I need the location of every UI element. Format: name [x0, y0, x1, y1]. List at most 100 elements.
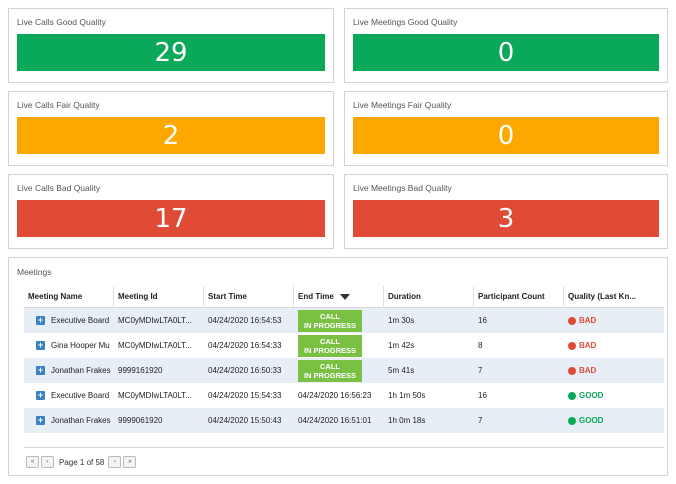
column-header-meeting-id[interactable]: Meeting Id	[114, 285, 204, 308]
expand-icon[interactable]: +	[36, 316, 45, 325]
start-time: 04/24/2020 15:50:43	[208, 416, 282, 425]
column-header-participant-count[interactable]: Participant Count	[474, 285, 564, 308]
sort-descending-icon[interactable]	[339, 293, 350, 300]
expand-icon[interactable]: +	[36, 391, 45, 400]
tile-live-calls-bad: Live Calls Bad Quality 17	[8, 174, 334, 249]
table-row[interactable]: + Executive Board MC0yMDIwLTA0LT... 04/24/2…	[24, 383, 664, 408]
meeting-id: MC0yMDIwLTA0LT...	[118, 341, 192, 350]
column-header-label: End Time	[298, 292, 334, 301]
end-time-cell: CALL IN PROGRESS	[294, 309, 384, 332]
badge-line: IN PROGRESS	[303, 370, 357, 380]
badge-line: CALL	[320, 311, 340, 321]
duration: 1h 1m 50s	[388, 391, 426, 400]
meeting-id: 9999061920	[118, 416, 163, 425]
previous-page-icon[interactable]: ‹	[41, 456, 54, 468]
badge-line: CALL	[320, 336, 340, 346]
column-header-end-time[interactable]: End Time	[294, 285, 384, 308]
call-in-progress-badge: CALL IN PROGRESS	[298, 309, 362, 332]
expand-icon[interactable]: +	[36, 341, 45, 350]
quality-cell: GOOD	[564, 391, 664, 400]
quality-label: GOOD	[579, 416, 604, 425]
meeting-id: MC0yMDIwLTA0LT...	[118, 316, 192, 325]
panel-title: Meetings	[17, 267, 52, 277]
status-dot-icon	[568, 341, 576, 350]
quality-cell: GOOD	[564, 416, 664, 425]
first-page-icon[interactable]: «	[26, 456, 39, 468]
tile-title: Live Calls Fair Quality	[17, 100, 100, 110]
start-time: 04/24/2020 16:54:33	[208, 341, 282, 350]
tile-value[interactable]: 3	[353, 200, 659, 237]
meeting-name-cell: + Gina Hooper Mu	[24, 341, 114, 350]
quality-status: BAD	[568, 341, 664, 350]
meeting-name: Executive Board	[51, 391, 110, 400]
meeting-name: Jonathan Frakes	[51, 416, 111, 425]
expand-icon[interactable]: +	[36, 366, 45, 375]
tile-value[interactable]: 0	[353, 34, 659, 71]
participant-count: 7	[478, 416, 483, 425]
duration: 1m 30s	[388, 316, 415, 325]
badge-line: IN PROGRESS	[303, 345, 357, 355]
start-time: 04/24/2020 16:54:53	[208, 316, 282, 325]
meetings-panel: Meetings Meeting Name Meeting Id Start T…	[8, 257, 668, 476]
quality-cell: BAD	[564, 316, 664, 325]
table-row[interactable]: + Executive Board MC0yMDIwLTA0LT... 04/24/2…	[24, 308, 664, 333]
call-in-progress-badge: CALL IN PROGRESS	[298, 359, 362, 382]
end-time-cell: CALL IN PROGRESS	[294, 359, 384, 382]
tile-title: Live Calls Good Quality	[17, 17, 106, 27]
quality-label: GOOD	[579, 391, 604, 400]
column-header-quality[interactable]: Quality (Last Kn...	[568, 292, 637, 301]
tile-title: Live Meetings Bad Quality	[353, 183, 452, 193]
participant-count: 7	[478, 366, 483, 375]
quality-label: BAD	[579, 316, 597, 325]
tile-value[interactable]: 2	[17, 117, 325, 154]
meeting-name-cell: + Jonathan Frakes	[24, 416, 114, 425]
meeting-id: MC0yMDIwLTA0LT...	[118, 391, 192, 400]
status-dot-icon	[568, 416, 576, 425]
start-time: 04/24/2020 15:54:33	[208, 391, 282, 400]
quality-cell: BAD	[564, 341, 664, 350]
table-row[interactable]: + Jonathan Frakes 9999061920 04/24/2020 15:…	[24, 408, 664, 433]
end-time: 04/24/2020 16:56:23	[298, 391, 372, 400]
participant-count: 8	[478, 341, 483, 350]
duration: 1m 42s	[388, 341, 415, 350]
table-header: Meeting Name Meeting Id Start Time End T…	[24, 285, 664, 308]
tile-title: Live Meetings Good Quality	[353, 17, 458, 27]
column-header-meeting-name[interactable]: Meeting Name	[24, 285, 114, 308]
badge-line: IN PROGRESS	[303, 320, 357, 330]
next-page-icon[interactable]: ›	[108, 456, 122, 468]
pagination: « ‹ Page 1 of 58 › »	[26, 456, 138, 468]
participant-count: 16	[478, 391, 487, 400]
tile-live-calls-good: Live Calls Good Quality 29	[8, 8, 334, 83]
status-dot-icon	[568, 316, 576, 325]
tile-value[interactable]: 0	[353, 117, 659, 154]
tile-title: Live Meetings Fair Quality	[353, 100, 452, 110]
tile-live-meetings-good: Live Meetings Good Quality 0	[344, 8, 668, 83]
quality-status: GOOD	[568, 391, 664, 400]
meeting-name: Jonathan Frakes	[51, 366, 111, 375]
quality-status: BAD	[568, 316, 664, 325]
column-header-duration[interactable]: Duration	[384, 285, 474, 308]
badge-line: CALL	[320, 361, 340, 371]
duration: 1h 0m 18s	[388, 416, 426, 425]
table-row[interactable]: + Gina Hooper Mu MC0yMDIwLTA0LT... 04/24/20…	[24, 333, 664, 358]
quality-label: BAD	[579, 366, 597, 375]
quality-status: GOOD	[568, 416, 664, 425]
duration: 5m 41s	[388, 366, 415, 375]
quality-label: BAD	[579, 341, 597, 350]
tile-value[interactable]: 29	[17, 34, 325, 71]
status-dot-icon	[568, 391, 576, 400]
meeting-name: Gina Hooper Mu	[51, 341, 110, 350]
column-header-start-time[interactable]: Start Time	[204, 285, 294, 308]
table-row[interactable]: + Jonathan Frakes 9999161920 04/24/2020 16:…	[24, 358, 664, 383]
expand-icon[interactable]: +	[36, 416, 45, 425]
end-time: 04/24/2020 16:51:01	[298, 416, 372, 425]
meeting-name-cell: + Jonathan Frakes	[24, 366, 114, 375]
tile-value[interactable]: 17	[17, 200, 325, 237]
quality-cell: BAD	[564, 366, 664, 375]
tile-live-meetings-bad: Live Meetings Bad Quality 3	[344, 174, 668, 249]
tile-title: Live Calls Bad Quality	[17, 183, 101, 193]
meeting-id: 9999161920	[118, 366, 163, 375]
table-body: + Executive Board MC0yMDIwLTA0LT... 04/24/2…	[24, 308, 664, 433]
tile-live-calls-fair: Live Calls Fair Quality 2	[8, 91, 334, 166]
last-page-icon[interactable]: »	[123, 456, 137, 468]
